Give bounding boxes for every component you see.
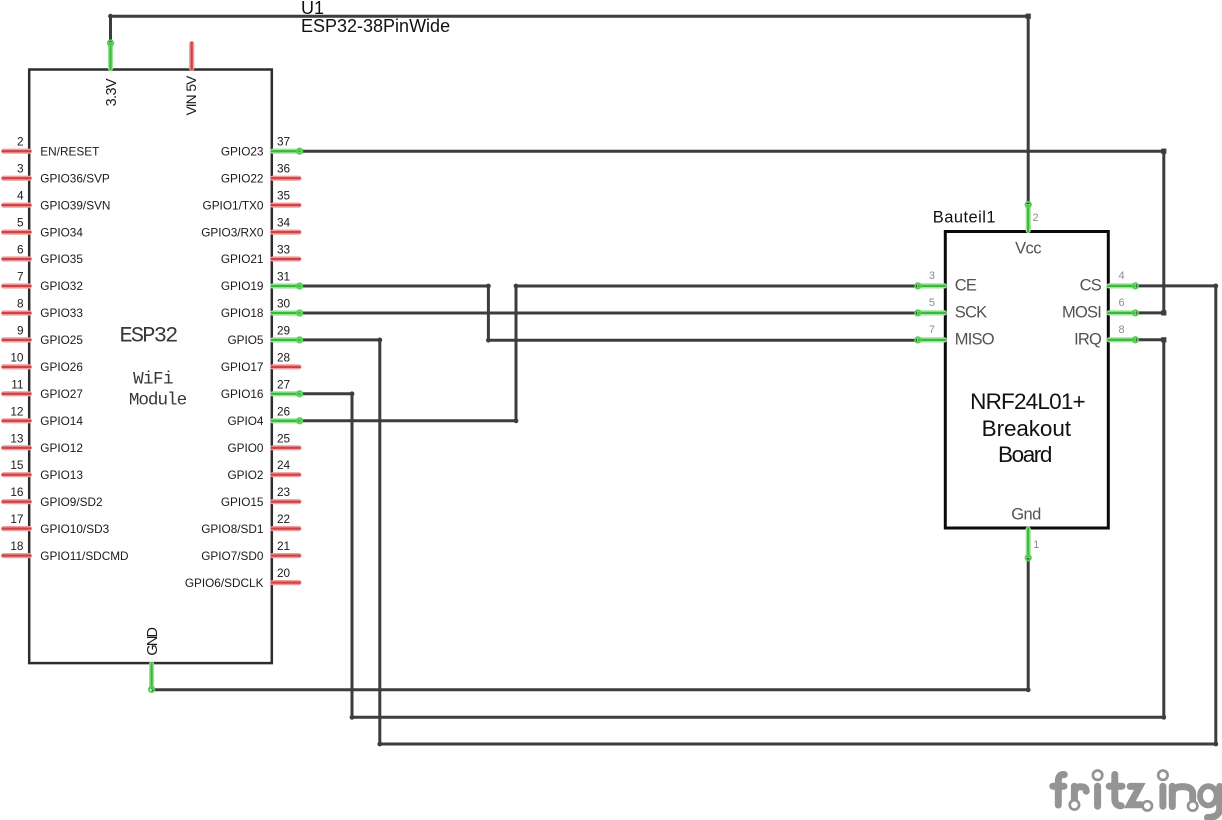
svg-text:6: 6 (17, 243, 24, 257)
svg-text:4: 4 (17, 189, 24, 203)
svg-text:WiFi: WiFi (133, 370, 173, 390)
svg-text:17: 17 (10, 512, 23, 526)
svg-text:EN/RESET: EN/RESET (40, 144, 99, 158)
svg-text:CS: CS (1080, 277, 1102, 295)
svg-text:GPIO32: GPIO32 (40, 279, 83, 293)
svg-text:ESP32: ESP32 (119, 323, 177, 348)
svg-text:GPIO33: GPIO33 (40, 306, 83, 320)
svg-text:GPIO19: GPIO19 (221, 279, 264, 293)
svg-text:GPIO15: GPIO15 (221, 495, 264, 509)
svg-text:GPIO35: GPIO35 (40, 252, 83, 266)
svg-text:Bauteil1: Bauteil1 (933, 209, 996, 227)
svg-text:7: 7 (929, 324, 935, 336)
svg-text:IRQ: IRQ (1074, 331, 1102, 349)
svg-text:GPIO25: GPIO25 (40, 333, 83, 347)
svg-text:GPIO3/RX0: GPIO3/RX0 (201, 225, 264, 239)
svg-text:3: 3 (17, 162, 24, 176)
svg-text:37: 37 (277, 135, 290, 149)
svg-text:GPIO26: GPIO26 (40, 360, 83, 374)
svg-text:GPIO27: GPIO27 (40, 387, 83, 401)
svg-text:GND: GND (145, 627, 161, 655)
svg-text:GPIO2: GPIO2 (227, 468, 263, 482)
svg-text:CE: CE (955, 277, 977, 295)
svg-text:21: 21 (277, 539, 290, 553)
svg-text:SCK: SCK (955, 304, 987, 322)
svg-text:18: 18 (10, 539, 24, 553)
svg-text:22: 22 (277, 512, 290, 526)
svg-text:24: 24 (277, 458, 291, 472)
svg-text:29: 29 (277, 323, 290, 337)
svg-text:4: 4 (1119, 270, 1125, 282)
svg-text:GPIO21: GPIO21 (221, 252, 264, 266)
svg-text:23: 23 (277, 485, 291, 499)
svg-text:U1: U1 (301, 0, 324, 18)
svg-text:5: 5 (17, 216, 24, 230)
svg-text:GPIO4: GPIO4 (227, 414, 263, 428)
svg-text:8: 8 (17, 297, 24, 311)
svg-text:20: 20 (277, 566, 291, 580)
svg-text:GPIO39/SVN: GPIO39/SVN (40, 198, 110, 212)
svg-text:VIN: VIN (184, 95, 199, 115)
svg-text:26: 26 (277, 404, 291, 418)
svg-text:MISO: MISO (955, 331, 995, 349)
svg-text:11: 11 (11, 377, 23, 391)
svg-text:GPIO13: GPIO13 (40, 468, 83, 482)
svg-text:GPIO16: GPIO16 (221, 387, 264, 401)
svg-text:13: 13 (10, 431, 24, 445)
svg-text:GPIO22: GPIO22 (221, 171, 264, 185)
svg-text:25: 25 (277, 431, 291, 445)
svg-text:ESP32-38PinWide: ESP32-38PinWide (301, 16, 450, 36)
svg-text:28: 28 (277, 350, 291, 364)
svg-text:33: 33 (277, 243, 291, 257)
svg-text:3.3V: 3.3V (104, 78, 120, 106)
svg-text:Gnd: Gnd (1011, 506, 1041, 524)
svg-text:27: 27 (277, 377, 290, 391)
svg-text:GPIO17: GPIO17 (221, 360, 264, 374)
svg-text:12: 12 (10, 404, 23, 418)
svg-text:GPIO18: GPIO18 (221, 306, 264, 320)
svg-text:GPIO10/SD3: GPIO10/SD3 (40, 522, 109, 536)
svg-text:1: 1 (1033, 539, 1039, 551)
svg-text:9: 9 (17, 323, 24, 337)
svg-text:7: 7 (17, 270, 24, 284)
svg-text:36: 36 (277, 162, 291, 176)
svg-text:3: 3 (929, 270, 935, 282)
svg-text:34: 34 (277, 216, 291, 230)
svg-text:10: 10 (10, 350, 24, 364)
svg-text:15: 15 (10, 458, 24, 472)
svg-text:Module: Module (129, 391, 187, 411)
svg-text:GPIO6/SDCLK: GPIO6/SDCLK (185, 576, 264, 590)
svg-text:8: 8 (1119, 324, 1125, 336)
svg-text:GPIO14: GPIO14 (40, 414, 83, 428)
svg-text:GPIO5: GPIO5 (227, 333, 263, 347)
svg-text:GPIO1/TX0: GPIO1/TX0 (203, 198, 264, 212)
svg-text:GPIO7/SD0: GPIO7/SD0 (201, 549, 264, 563)
svg-text:GPIO0: GPIO0 (227, 441, 263, 455)
svg-text:GPIO8/SD1: GPIO8/SD1 (201, 522, 263, 536)
svg-text:31: 31 (277, 270, 290, 284)
svg-text:5V: 5V (184, 75, 199, 92)
svg-text:GPIO12: GPIO12 (40, 441, 83, 455)
svg-text:GPIO36/SVP: GPIO36/SVP (40, 171, 110, 185)
svg-text:GPIO23: GPIO23 (221, 144, 264, 158)
svg-text:5: 5 (929, 297, 935, 309)
svg-text:NRF24L01+: NRF24L01+ (970, 389, 1085, 414)
svg-text:GPIO34: GPIO34 (40, 225, 83, 239)
svg-text:Vcc: Vcc (1015, 240, 1041, 258)
svg-text:6: 6 (1119, 297, 1125, 309)
svg-text:Board: Board (998, 442, 1052, 467)
svg-text:16: 16 (10, 485, 24, 499)
svg-text:2: 2 (1033, 212, 1039, 224)
svg-text:MOSI: MOSI (1062, 304, 1101, 322)
svg-text:2: 2 (17, 135, 24, 149)
svg-text:30: 30 (277, 297, 291, 311)
svg-text:35: 35 (277, 189, 291, 203)
svg-text:GPIO11/SDCMD: GPIO11/SDCMD (40, 549, 128, 563)
svg-text:Breakout: Breakout (982, 416, 1072, 441)
svg-text:GPIO9/SD2: GPIO9/SD2 (40, 495, 102, 509)
